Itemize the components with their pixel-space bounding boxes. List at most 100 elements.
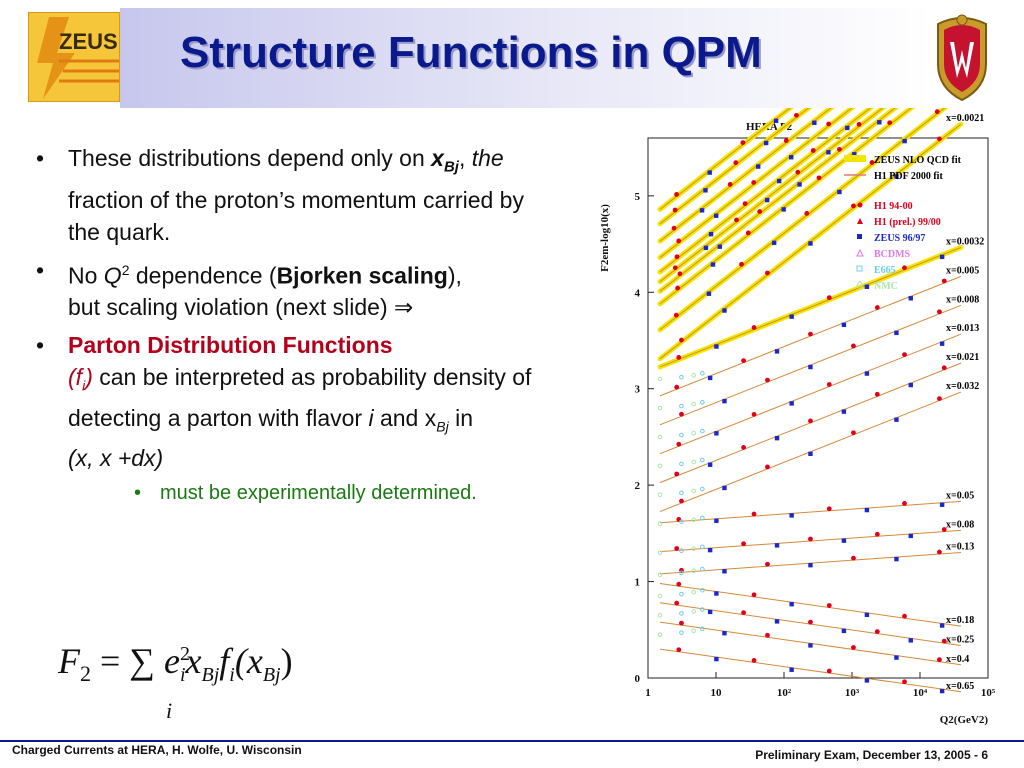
bin-label: x=0.008 (946, 294, 979, 305)
h1-fit-line (659, 648, 962, 693)
h1-data-point (937, 657, 942, 663)
fixed-target-point (691, 488, 697, 494)
h1-data-point (874, 531, 880, 537)
x-tick-label: 1 (645, 687, 651, 699)
zeus-data-point (837, 189, 842, 195)
h1-data-point (671, 225, 677, 231)
zeus-data-point (703, 245, 709, 251)
h1-data-point (740, 140, 746, 146)
zeus-data-point (774, 349, 780, 354)
bullet-text: These distributions depend only on (68, 145, 432, 171)
h1-data-point (676, 517, 682, 522)
h1-data-point (674, 384, 680, 390)
h1-data-point (937, 136, 942, 142)
fixed-target-point (700, 486, 705, 492)
bin-label: x=0.032 (946, 381, 979, 392)
qcd-fit-band (657, 71, 942, 294)
h1-data-point (937, 309, 942, 315)
x-tick-label: 10⁵ (981, 687, 996, 699)
bj-subscript: Bj (443, 158, 459, 176)
title-band (120, 8, 932, 108)
bullet-item-3: • Parton Distribution Functions (fi) can… (36, 332, 532, 472)
fixed-target-point (679, 490, 684, 496)
zeus-data-point (841, 538, 847, 543)
h1-data-point (675, 285, 681, 291)
y-tick-label: 0 (635, 673, 641, 685)
h1-data-point (783, 138, 789, 144)
zeus-data-point (939, 623, 945, 628)
h1-data-point (765, 561, 770, 567)
zeus-data-point (722, 631, 727, 636)
h1-data-point (851, 555, 856, 561)
h1-data-point (751, 658, 757, 663)
uw-crest-logo (930, 12, 994, 102)
zeus-data-point (714, 344, 719, 349)
h1-data-point (676, 647, 682, 653)
zeus-data-point (808, 364, 813, 370)
zeus-data-point (714, 213, 719, 218)
h1-data-point (751, 592, 757, 598)
h1-data-point (874, 391, 880, 397)
fixed-target-point (679, 519, 684, 525)
zeus-data-point (774, 435, 780, 441)
f2-formula: F2 = ∑ e2ixBjfi(xBj) i (58, 640, 293, 723)
h1-data-point (816, 175, 822, 181)
legend-label: E665 (874, 265, 896, 276)
h1-data-point (765, 464, 770, 470)
zeus-data-point (826, 150, 831, 155)
zeus-data-point (789, 513, 794, 518)
fixed-target-point (691, 459, 697, 465)
plot-frame (647, 137, 989, 679)
zeus-data-point (789, 314, 794, 319)
fixed-target-point (679, 570, 684, 576)
zeus-data-point (722, 569, 727, 574)
zeus-data-point (939, 254, 945, 260)
h1-data-point (674, 254, 680, 260)
h1-data-point (674, 600, 680, 606)
h1-data-point (795, 169, 801, 175)
x-tick-label: 10⁴ (913, 687, 928, 699)
zeus-data-point (908, 382, 913, 388)
h1-fit-line (659, 583, 962, 627)
fixed-target-point (691, 430, 697, 436)
x-tick-label: 10³ (845, 687, 860, 699)
h1-data-point (856, 122, 862, 127)
bullet-item-2: • No Q2 dependence (Bjorken scaling), bu… (36, 256, 462, 321)
zeus-data-point (864, 507, 870, 513)
h1-data-point (734, 217, 739, 223)
legend-swatch (856, 265, 863, 272)
bin-label: x=0.005 (946, 265, 979, 276)
footer-left-text: Charged Currents at HERA, H. Wolfe, U. W… (12, 743, 302, 757)
fixed-target-point (657, 492, 663, 498)
fixed-target-point (700, 607, 705, 612)
formula-sum-index: i (166, 698, 173, 723)
bullet-text: and x (373, 404, 437, 431)
bullet-text: No (68, 262, 104, 289)
zeus-data-point (703, 188, 708, 193)
h1-data-point (765, 377, 770, 383)
h1-data-point (851, 343, 856, 349)
zeus-data-point (908, 533, 913, 539)
h1-fit-line (659, 82, 943, 305)
formula-f: F (58, 641, 80, 681)
zeus-data-point (722, 398, 727, 404)
formula-arg: (x (234, 641, 263, 681)
fixed-target-point (657, 521, 663, 527)
bullet-text: but scaling violation (next slide) ⇒ (68, 294, 414, 321)
zeus-data-point (710, 262, 716, 267)
zeus-data-point (894, 655, 899, 660)
zeus-data-point (894, 556, 899, 562)
h1-fit-line (659, 246, 962, 368)
zeus-data-point (774, 543, 780, 548)
legend-swatch (844, 155, 866, 162)
zeus-data-point (756, 164, 761, 169)
legend-swatch (856, 280, 864, 290)
bin-label: x=0.65 (946, 681, 974, 692)
h1-fit-line (659, 333, 962, 455)
zeus-data-point (808, 451, 813, 457)
legend-swatch (856, 248, 864, 257)
h1-data-point (676, 355, 682, 360)
formula-f-sub: 2 (80, 661, 91, 687)
zeus-data-point (722, 485, 727, 491)
fixed-target-point (679, 591, 684, 597)
